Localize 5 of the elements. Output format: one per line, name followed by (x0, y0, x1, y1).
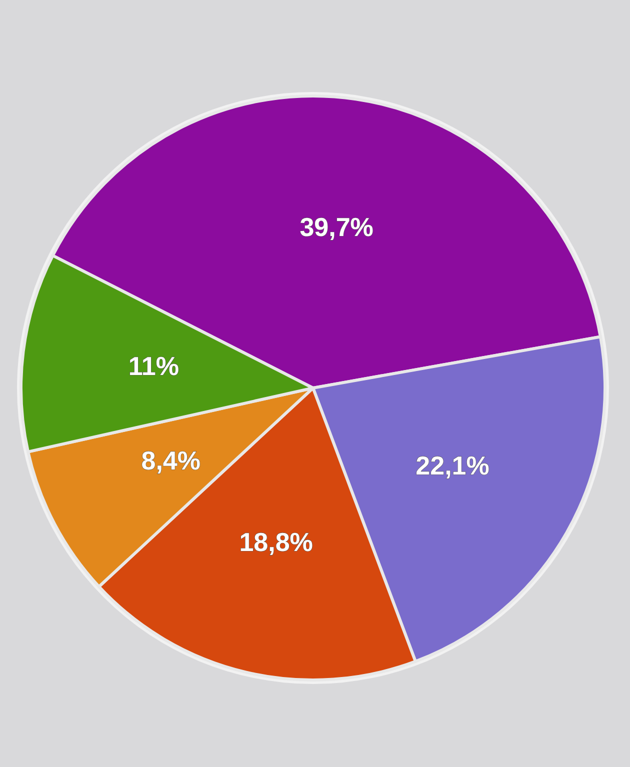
data-label: 11% (128, 350, 179, 381)
data-label: 18,8% (239, 527, 313, 558)
data-label: 22,1% (416, 450, 490, 480)
data-label: 8,4% (141, 446, 200, 476)
data-label: 39,7% (300, 212, 374, 242)
